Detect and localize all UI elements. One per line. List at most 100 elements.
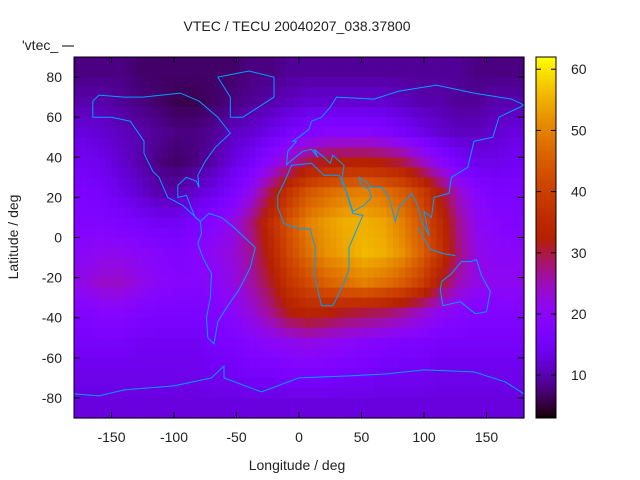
heatmap-cell — [299, 287, 306, 299]
heatmap-cell — [342, 267, 350, 279]
heatmap-cell — [399, 227, 406, 239]
coastline — [439, 258, 491, 315]
heatmap-cell — [455, 207, 463, 219]
heatmap-cell — [424, 347, 431, 359]
heatmap-cell — [399, 127, 406, 138]
heatmap-cell — [274, 397, 281, 409]
heatmap-cell — [349, 107, 356, 118]
heatmap-cell — [305, 347, 313, 359]
heatmap-cell — [467, 167, 475, 178]
heatmap-cell — [286, 147, 294, 158]
heatmap-cell — [511, 397, 519, 409]
heatmap-cell — [486, 207, 494, 219]
heatmap-cell — [161, 387, 169, 399]
heatmap-cell — [374, 227, 381, 239]
heatmap-cell — [92, 237, 100, 249]
heatmap-cell — [267, 397, 275, 409]
heatmap-cell — [99, 317, 106, 329]
heatmap-cell — [261, 207, 269, 219]
heatmap-cell — [405, 377, 413, 389]
heatmap-cell — [161, 267, 169, 279]
heatmap-cell — [92, 317, 100, 329]
heatmap-cell — [349, 197, 356, 209]
colorbar-segment — [536, 381, 556, 386]
heatmap-cell — [467, 257, 475, 269]
heatmap-cell — [430, 217, 438, 229]
heatmap-cell — [480, 367, 488, 379]
heatmap-cell — [492, 357, 500, 369]
heatmap-cell — [517, 347, 525, 359]
heatmap-cell — [74, 347, 81, 359]
heatmap-cell — [399, 117, 406, 128]
heatmap-cell — [449, 247, 456, 259]
heatmap-cell — [305, 377, 313, 389]
heatmap-cell — [99, 267, 106, 279]
heatmap-cell — [455, 147, 463, 158]
heatmap-cell — [436, 377, 444, 389]
heatmap-cell — [255, 297, 263, 309]
y-tick-label: 80 — [46, 69, 62, 85]
heatmap-cell — [442, 237, 450, 249]
heatmap-cell — [505, 327, 513, 339]
heatmap-cell — [280, 77, 288, 88]
heatmap-cell — [386, 297, 394, 309]
heatmap-cell — [292, 367, 300, 379]
heatmap-cell — [324, 167, 331, 178]
heatmap-cell — [199, 57, 206, 68]
heatmap-cell — [517, 187, 525, 198]
heatmap-cell — [305, 87, 313, 98]
heatmap-cell — [249, 347, 256, 359]
heatmap-cell — [174, 137, 181, 148]
heatmap-cell — [136, 117, 144, 128]
heatmap-cell — [236, 307, 244, 319]
heatmap-cell — [486, 127, 494, 138]
heatmap-cell — [367, 367, 375, 379]
heatmap-cell — [111, 307, 119, 319]
heatmap-cell — [180, 367, 188, 379]
colorbar-segment — [536, 306, 556, 311]
heatmap-cell — [105, 237, 113, 249]
heatmap-cell — [442, 347, 450, 359]
heatmap-cell — [124, 57, 131, 68]
heatmap-cell — [142, 337, 150, 349]
heatmap-cell — [99, 117, 106, 128]
heatmap-cell — [355, 287, 363, 299]
heatmap-cell — [261, 67, 269, 78]
heatmap-cell — [461, 197, 469, 209]
heatmap-cell — [311, 287, 319, 299]
colorbar-segment — [536, 138, 556, 142]
heatmap-cell — [430, 257, 438, 269]
heatmap-cell — [124, 297, 131, 309]
heatmap-cell — [255, 337, 263, 349]
heatmap-cell — [80, 287, 88, 299]
heatmap-cell — [461, 187, 469, 198]
heatmap-cell — [149, 107, 156, 118]
heatmap-cell — [211, 407, 219, 419]
heatmap-cell — [305, 407, 313, 419]
heatmap-cell — [436, 197, 444, 209]
heatmap-cell — [199, 277, 206, 289]
heatmap-cell — [286, 137, 294, 148]
heatmap-cell — [474, 117, 481, 128]
heatmap-cell — [411, 267, 419, 279]
heatmap-cell — [230, 367, 238, 379]
heatmap-cell — [386, 187, 394, 198]
heatmap-cell — [399, 217, 406, 229]
heatmap-cell — [349, 57, 356, 68]
heatmap-cell — [261, 297, 269, 309]
heatmap-cell — [261, 87, 269, 98]
heatmap-cell — [99, 337, 106, 349]
heatmap-cell — [149, 297, 156, 309]
heatmap-cell — [430, 347, 438, 359]
heatmap-cell — [117, 57, 125, 68]
heatmap-cell — [380, 197, 388, 209]
heatmap-cell — [267, 277, 275, 289]
heatmap-cell — [86, 117, 94, 128]
heatmap-cell — [486, 397, 494, 409]
heatmap-cell — [117, 277, 125, 289]
heatmap-cell — [492, 277, 500, 289]
heatmap-cell — [305, 57, 313, 68]
heatmap-cell — [449, 297, 456, 309]
heatmap-cell — [317, 377, 325, 389]
heatmap-cell — [374, 187, 381, 198]
